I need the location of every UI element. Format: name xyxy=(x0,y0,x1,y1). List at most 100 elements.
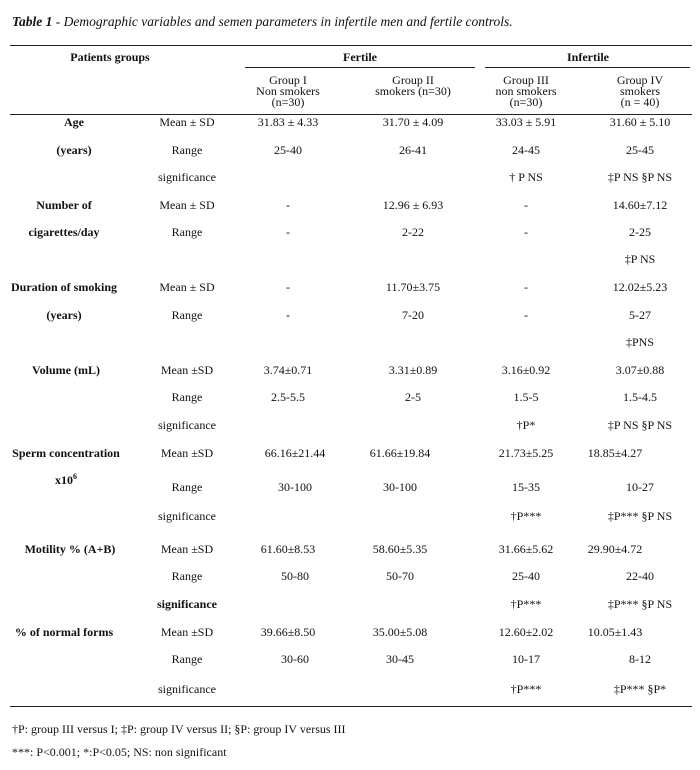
stat-label: significance xyxy=(158,170,216,184)
cell-value: 22-40 xyxy=(626,569,654,583)
table-bottom-rule xyxy=(10,706,692,707)
group2-line2: smokers (n=30) xyxy=(375,84,451,98)
footnote-significance: ***: P<0.001; *:P<0.05; NS: non signific… xyxy=(12,745,227,759)
cell-value: 2.5-5.5 xyxy=(271,390,305,404)
cell-value: 39.66±8.50 xyxy=(260,625,316,639)
group3-line3: (n=30) xyxy=(509,95,543,109)
cell-value: 25-40 xyxy=(512,569,540,583)
cell-value: 12.02±5.23 xyxy=(612,280,668,294)
cell-value: 29.90±4.72 xyxy=(587,542,643,556)
cell-value: 3.31±0.89 xyxy=(388,363,438,377)
cell-value: - xyxy=(286,280,290,294)
group1-header: Group I Non smokers (n=30) xyxy=(256,74,320,109)
cell-value: - xyxy=(524,225,528,239)
cell-value: 2-25 xyxy=(629,225,651,239)
cell-value: 61.60±8.53 xyxy=(260,542,316,556)
stat-label: Range xyxy=(171,569,203,583)
cell-value: 31.70 ± 4.09 xyxy=(382,115,444,129)
cell-value: 50-80 xyxy=(281,569,309,583)
cell-value: 31.66±5.62 xyxy=(498,542,554,556)
cell-value: ‡P*** §P* xyxy=(613,682,667,696)
cell-value: 30-60 xyxy=(281,652,309,666)
age-label: Age xyxy=(64,115,84,129)
stat-label: Mean ± SD xyxy=(159,198,215,212)
stat-label: Mean ± SD xyxy=(159,115,215,129)
duration-label: Duration of smoking xyxy=(10,280,118,294)
cell-value: - xyxy=(286,225,290,239)
cell-value: 30-45 xyxy=(386,652,414,666)
cell-value: 18.85±4.27 xyxy=(587,446,643,460)
infertile-header: Infertile xyxy=(567,50,609,64)
cell-value: 25-45 xyxy=(626,143,654,157)
cell-value: 26-41 xyxy=(399,143,427,157)
stat-label: Range xyxy=(171,480,203,494)
cell-value: 3.74±0.71 xyxy=(263,363,313,377)
cell-value: 25-40 xyxy=(274,143,302,157)
group1-line3: (n=30) xyxy=(271,95,305,109)
cell-value: 2-22 xyxy=(402,225,424,239)
cell-value: 50-70 xyxy=(386,569,414,583)
stat-label: significance xyxy=(158,418,216,432)
cell-value: - xyxy=(524,198,528,212)
cell-value: 3.07±0.88 xyxy=(615,363,665,377)
cell-value: †P*** xyxy=(510,509,542,523)
cell-value: 31.83 ± 4.33 xyxy=(257,115,319,129)
stat-label: Mean ±SD xyxy=(160,446,214,460)
stat-label: Mean ±SD xyxy=(160,625,214,639)
infertile-rule xyxy=(485,67,690,68)
cell-value: 3.16±0.92 xyxy=(501,363,551,377)
cell-value: 30-100 xyxy=(383,480,417,494)
cell-value: 66.16±21.44 xyxy=(264,446,326,460)
stat-label: Range xyxy=(171,143,203,157)
cell-value: 24-45 xyxy=(512,143,540,157)
cell-value: - xyxy=(524,308,528,322)
volume-label: Volume (mL) xyxy=(32,363,100,377)
stat-label: Range xyxy=(171,390,203,404)
cell-value: 12.96 ± 6.93 xyxy=(382,198,444,212)
table-label: Table 1 xyxy=(12,14,53,29)
cell-value: 10.05±1.43 xyxy=(587,625,643,639)
group3-header: Group III non smokers (n=30) xyxy=(495,73,557,109)
group4-line3: (n = 40) xyxy=(620,95,660,109)
cell-value: ‡P NS §P NS xyxy=(607,418,673,432)
group4-line1: Group IV xyxy=(616,73,664,87)
cell-value: †P*** xyxy=(510,682,542,696)
cell-value: - xyxy=(286,198,290,212)
cell-value: ‡PNS xyxy=(625,335,655,349)
stat-label: significance xyxy=(158,509,216,523)
cell-value: 1.5-4.5 xyxy=(623,390,657,404)
group3-line2: non smokers xyxy=(495,84,557,98)
cell-value: 12.60±2.02 xyxy=(498,625,554,639)
group2-line1: Group II xyxy=(392,73,434,87)
cigarettes-unit-label: cigarettes/day xyxy=(28,225,100,239)
cell-value: 11.70±3.75 xyxy=(385,280,441,294)
cell-value: 10-27 xyxy=(626,480,654,494)
motility-label: Motility % (A+B) xyxy=(24,542,116,556)
group4-header: Group IV smokers (n = 40) xyxy=(616,73,664,109)
stat-label: Mean ±SD xyxy=(160,542,214,556)
group2-header: Group II smokers (n=30) xyxy=(375,73,451,98)
stat-label: Mean ± SD xyxy=(159,280,215,294)
group3-line1: Group III xyxy=(503,73,549,87)
cell-value: - xyxy=(524,280,528,294)
patients-groups-header: Patients groups xyxy=(70,50,150,64)
fertile-rule xyxy=(245,67,475,68)
header-bottom-rule xyxy=(10,114,692,115)
stat-label: significance xyxy=(157,597,217,611)
cell-value: 61.66±19.84 xyxy=(369,446,431,460)
stat-label: Mean ±SD xyxy=(160,363,214,377)
cell-value: 30-100 xyxy=(278,480,312,494)
cell-value: - xyxy=(286,308,290,322)
group1-line2: Non smokers xyxy=(256,84,320,98)
cell-value: †P*** xyxy=(510,597,542,611)
cell-value: 21.73±5.25 xyxy=(498,446,554,460)
cell-value: 58.60±5.35 xyxy=(372,542,428,556)
stat-label: Range xyxy=(171,308,203,322)
stat-label: Range xyxy=(171,652,203,666)
table-caption: Table 1 - Demographic variables and seme… xyxy=(12,14,692,30)
concentration-unit-base: x10 xyxy=(55,473,73,487)
normal-forms-label: % of normal forms xyxy=(14,625,114,639)
cell-value: 7-20 xyxy=(402,308,424,322)
cell-value: 8-12 xyxy=(629,652,651,666)
cell-value: 14.60±7.12 xyxy=(612,198,668,212)
